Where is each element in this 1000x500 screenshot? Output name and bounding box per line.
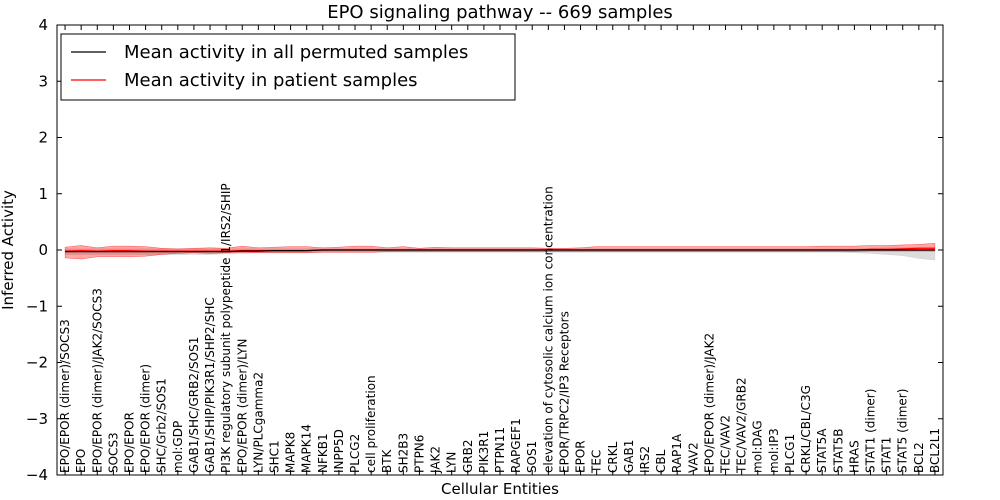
x-tick-label: STAT1 (dimer)	[864, 389, 878, 473]
legend-label-permuted: Mean activity in all permuted samples	[124, 42, 468, 63]
x-tick-label: elevation of cytosolic calcium ion conce…	[541, 186, 555, 473]
y-tick-label: −1	[26, 297, 48, 315]
x-tick-label: HRAS	[847, 440, 861, 473]
x-tick-label: GAB1	[622, 440, 636, 473]
x-tick-label: IRS2	[638, 446, 652, 473]
x-tick-label: CRKL	[606, 441, 620, 473]
y-tick-label: −2	[26, 354, 48, 372]
x-tick-label: TEC	[590, 450, 604, 474]
x-tick-label: PLCG2	[348, 434, 362, 473]
x-tick-label: PTPN6	[413, 435, 427, 473]
x-tick-label: SOS1	[525, 441, 539, 473]
x-tick-label: STAT5A	[815, 428, 829, 473]
x-tick-label: JAK2	[429, 446, 443, 474]
x-tick-label: PIK3R1	[477, 431, 491, 473]
y-tick-label: 4	[38, 16, 48, 34]
x-tick-label: SOCS3	[106, 432, 120, 473]
x-tick-label: RAP1A	[670, 433, 684, 473]
x-tick-label: STAT5 (dimer)	[896, 389, 910, 473]
x-tick-label: LYN/PLCgamma2	[251, 372, 265, 473]
x-axis-label: Cellular Entities	[441, 480, 559, 498]
x-tick-label: EPO	[74, 449, 88, 473]
x-tick-label: TEC/VAV2	[719, 415, 733, 474]
x-tick-label: CBL	[654, 449, 668, 473]
x-tick-label: mol:IP3	[767, 428, 781, 473]
band-patient	[64, 243, 936, 260]
x-tick-label: PLCG1	[783, 434, 797, 473]
x-tick-label: SHC1	[268, 440, 282, 473]
x-tick-label: SH2B3	[396, 433, 410, 473]
x-tick-label: BCL2	[912, 442, 926, 473]
x-tick-label: PI3K regulatory subunit polypeptide 1/IR…	[219, 183, 233, 473]
x-tick-label: INPP5D	[332, 429, 346, 473]
x-tick-label: TEC/VAV2/GRB2	[735, 377, 749, 474]
x-tick-label: STAT1	[880, 437, 894, 473]
x-tick-labels: EPO/EPOR (dimer)/SOCS3 EPO EPO/EPOR (dimer…	[58, 183, 942, 474]
x-tick-label: BCL2L1	[928, 428, 942, 473]
series-line-permuted	[65, 249, 935, 253]
x-tick-label: EPO/EPOR (dimer)/SOCS3	[58, 319, 72, 473]
x-tick-label: SHC/Grb2/SOS1	[155, 378, 169, 473]
x-tick-label: NFKB1	[316, 433, 330, 473]
x-tick-label: STAT5B	[831, 429, 845, 474]
x-tick-label: EPO/EPOR (dimer)/LYN	[235, 339, 249, 473]
x-tick-label: EPO/EPOR (dimer)/JAK2/SOCS3	[90, 288, 104, 473]
y-tick-label: 3	[38, 72, 48, 90]
x-tick-label: mol:DAG	[751, 420, 765, 473]
x-tick-label: MAPK8	[284, 432, 298, 473]
y-tick-labels: −4 −3 −2 −1 0 1 2 3 4	[26, 16, 48, 484]
y-tick-label: −3	[26, 410, 48, 428]
x-tick-label: EPO/EPOR (dimer)/JAK2	[702, 333, 716, 473]
x-tick-label: cell proliferation	[364, 375, 378, 473]
legend-box	[60, 33, 516, 101]
x-tick-label: EPOR	[574, 440, 588, 473]
x-tick-label: LYN	[445, 452, 459, 473]
x-tick-label: PTPN11	[493, 427, 507, 473]
x-tick-label: GAB1/SHC/GRB2/SOS1	[187, 337, 201, 473]
y-tick-label: −4	[26, 466, 48, 484]
legend-label-patient: Mean activity in patient samples	[124, 70, 418, 91]
x-tick-label: MAPK14	[300, 424, 314, 473]
x-tick-label: RAPGEF1	[509, 418, 523, 473]
series-lines	[65, 247, 935, 253]
y-tick-label: 0	[38, 241, 48, 259]
plot-area-frame	[56, 24, 944, 476]
x-tick-label: BTK	[380, 448, 394, 473]
x-tick-label: VAV2	[686, 442, 700, 473]
x-tick-label: EPO/EPOR (dimer)	[139, 364, 153, 473]
x-tick-label: mol:GDP	[171, 421, 185, 473]
y-tick-label: 2	[38, 129, 48, 147]
x-tick-label: EPO/EPOR	[123, 412, 137, 473]
chart-title: EPO signaling pathway -- 669 samples	[327, 2, 673, 23]
x-tick-label: GAB1/SHIP/PIK3R1/SHP2/SHC	[203, 297, 217, 473]
y-axis-label: Inferred Activity	[0, 190, 17, 310]
legend: Mean activity in all permuted samples Me…	[60, 33, 516, 101]
x-tick-label: CRKL/CBL/C3G	[799, 385, 813, 473]
x-tick-label: EPOR/TRPC2/IP3 Receptors	[557, 311, 571, 473]
x-tick-label: GRB2	[461, 439, 475, 473]
y-tick-label: 1	[38, 185, 48, 203]
